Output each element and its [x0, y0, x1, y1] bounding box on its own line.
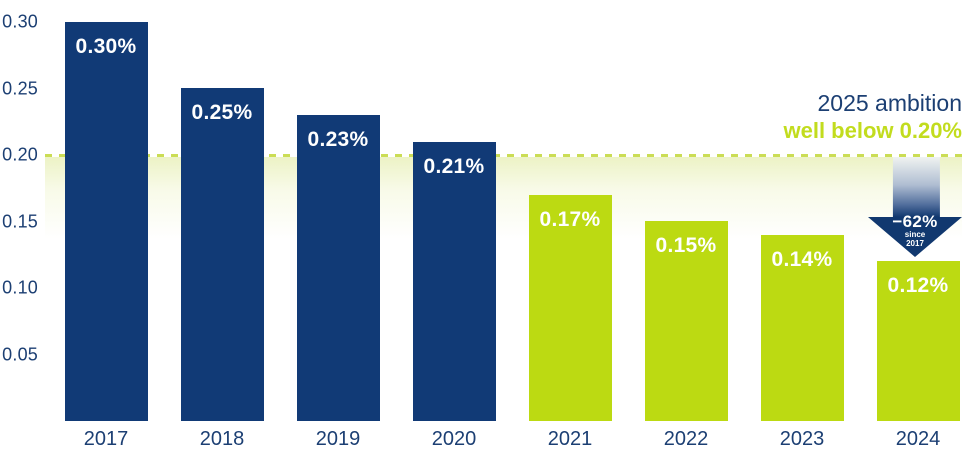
x-axis-label-2021: 2021 — [547, 428, 593, 450]
bar-2020: 0.21% — [412, 142, 496, 421]
x-axis-label-2019: 2019 — [315, 428, 361, 450]
bar-2019: 0.23% — [296, 115, 380, 421]
y-axis-tick-0.05: 0.05 — [2, 344, 38, 364]
bar-2018: 0.25% — [180, 88, 264, 421]
decrease-arrow: −62% since 2017 — [868, 157, 962, 257]
x-axis-label-2020: 2020 — [431, 428, 477, 450]
bar-2021: 0.17% — [528, 195, 612, 421]
y-axis-tick-0.30: 0.30 — [2, 11, 38, 32]
decrease-since-label: since — [904, 230, 926, 239]
y-axis-tick-0.20: 0.20 — [2, 144, 38, 165]
y-axis-tick-0.25: 0.25 — [2, 78, 38, 98]
bar-2024: 0.12% — [876, 261, 960, 421]
bar-value-label-2021: 0.17% — [539, 208, 601, 231]
x-axis-label-2018: 2018 — [199, 428, 245, 450]
bar-value-label-2017: 0.30% — [75, 35, 137, 58]
x-axis-label-2024: 2024 — [895, 428, 941, 450]
ambition-title: 2025 ambition — [817, 90, 963, 116]
target-dashed-line — [45, 154, 962, 157]
y-axis-tick-0.15: 0.15 — [2, 211, 38, 231]
bar-2023: 0.14% — [760, 235, 844, 421]
decrease-percent-label: −62% — [892, 212, 938, 231]
y-axis-tick-0.10: 0.10 — [2, 277, 38, 298]
bar-2022: 0.15% — [644, 221, 728, 421]
decrease-since-year-label: 2017 — [906, 238, 924, 248]
decrease-arrow-text: −62% since 2017 — [868, 213, 962, 248]
bar-value-label-2024: 0.12% — [887, 274, 949, 297]
bar-value-label-2018: 0.25% — [191, 101, 253, 124]
bar-value-label-2020: 0.21% — [423, 155, 485, 178]
bar-value-label-2022: 0.15% — [655, 234, 717, 257]
bar-value-label-2019: 0.23% — [307, 128, 369, 151]
x-axis-label-2023: 2023 — [779, 428, 825, 450]
bar-value-label-2023: 0.14% — [771, 248, 833, 271]
ambition-target-text: well below 0.20% — [783, 118, 962, 143]
x-axis-label-2022: 2022 — [663, 428, 709, 450]
x-axis-label-2017: 2017 — [83, 428, 129, 450]
ambition-annotation: 2025 ambition well below 0.20% — [783, 89, 962, 145]
bar-2017: 0.30% — [64, 22, 148, 421]
